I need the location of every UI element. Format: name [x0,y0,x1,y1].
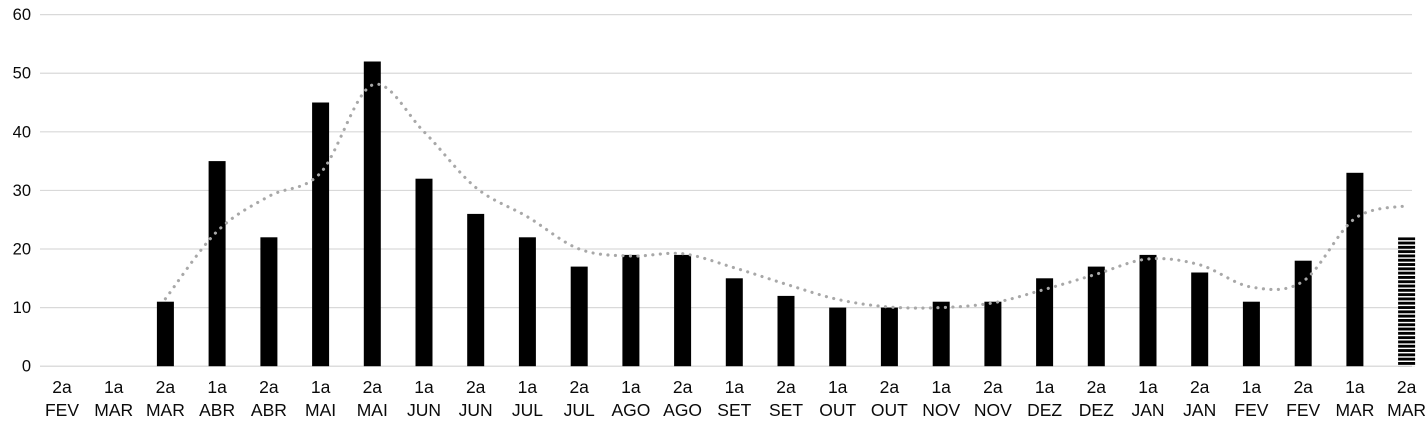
bar-1a-nov-17 [932,301,950,367]
x-axis-label-week-12: 2a [673,377,693,397]
x-axis-label-week-7: 1a [414,377,434,397]
x-axis-label-month-17: NOV [922,400,960,420]
x-axis-label-month-11: AGO [611,400,650,420]
x-axis-label-week-6: 2a [363,377,383,397]
bar-2a-fev-24 [1294,260,1312,367]
x-axis-label-month-22: JAN [1183,400,1216,420]
bar-2a-out-16 [880,307,898,367]
y-axis-tick-label-40: 40 [13,123,31,141]
x-axis-label-week-22: 2a [1190,377,1210,397]
x-axis-label-month-12: AGO [663,400,702,420]
x-axis-label-week-10: 2a [569,377,589,397]
y-axis-tick-label-0: 0 [22,358,31,376]
x-axis-label-month-7: JUN [407,400,441,420]
x-axis-label-week-8: 2a [466,377,486,397]
x-axis-label-week-25: 1a [1345,377,1365,397]
x-axis-label-week-17: 1a [931,377,951,397]
x-axis-label-week-1: 1a [104,377,124,397]
bar-1a-out-15 [829,307,847,367]
bar-2a-mai-6 [363,61,381,367]
bar-1a-jun-7 [415,178,433,367]
bar-2a-ago-12 [674,254,692,367]
x-axis-label-month-10: JUL [564,400,595,420]
bar-1a-jan-21 [1139,254,1157,367]
x-axis-label-week-23: 1a [1242,377,1262,397]
x-axis-label-week-0: 2a [52,377,72,397]
bar-2a-abr-4 [260,237,278,367]
bar-1a-ago-11 [622,254,640,367]
x-axis-label-week-20: 2a [1087,377,1107,397]
x-axis-label-month-3: ABR [199,400,235,420]
x-axis-label-week-18: 2a [983,377,1003,397]
bar-2a-dez-20 [1087,266,1105,367]
x-axis-label-week-26: 2a [1397,377,1417,397]
x-axis-label-month-18: NOV [974,400,1012,420]
bar-2a-set-14 [777,295,795,367]
trend-dotted-line [163,82,1409,310]
x-axis-label-month-2: MAR [146,400,185,420]
x-axis-label-month-1: MAR [94,400,133,420]
y-axis-tick-label-10: 10 [13,299,31,317]
bar-2a-jan-22 [1191,272,1209,367]
x-axis-label-month-14: SET [769,400,803,420]
x-axis-label-month-15: OUT [819,400,856,420]
x-axis-label-week-2: 2a [156,377,176,397]
bar-1a-mar-25 [1346,172,1364,367]
y-axis-tick-label-60: 60 [13,6,31,24]
y-axis-tick-label-20: 20 [13,241,31,259]
bar-2a-mar-2 [156,301,174,367]
x-axis-label-month-25: MAR [1335,400,1374,420]
bar-1a-mai-5 [312,102,330,367]
x-axis-label-week-16: 2a [880,377,900,397]
x-axis-label-week-3: 1a [207,377,227,397]
x-axis-label-month-13: SET [717,400,751,420]
x-axis-label-month-26: MAR [1387,400,1426,420]
x-axis-label-week-5: 1a [311,377,331,397]
x-axis-label-week-9: 1a [518,377,538,397]
x-axis-label-week-19: 1a [1035,377,1055,397]
x-axis-label-month-0: FEV [45,400,79,420]
bar-2a-nov-18 [984,301,1002,367]
x-axis-label-week-21: 1a [1138,377,1158,397]
x-axis-label-month-4: ABR [251,400,287,420]
bar-1a-abr-3 [208,161,226,367]
x-axis-label-month-23: FEV [1234,400,1268,420]
bar-2a-jun-8 [467,213,485,367]
x-axis-label-month-5: MAI [305,400,336,420]
x-axis-label-week-24: 2a [1293,377,1313,397]
x-axis-label-week-15: 1a [828,377,848,397]
bar-1a-fev-23 [1242,301,1260,367]
x-axis-label-month-9: JUL [512,400,543,420]
x-axis-label-week-13: 1a [725,377,745,397]
x-axis-label-week-14: 2a [776,377,796,397]
bar-1a-jul-9 [518,237,536,367]
x-axis-label-month-20: DEZ [1079,400,1114,420]
x-axis-label-month-16: OUT [871,400,908,420]
x-axis-label-month-21: JAN [1131,400,1164,420]
y-axis-tick-label-30: 30 [13,182,31,200]
x-axis-label-week-4: 2a [259,377,279,397]
x-axis-label-month-24: FEV [1286,400,1320,420]
bar-1a-dez-19 [1036,278,1054,367]
x-axis-label-month-19: DEZ [1027,400,1062,420]
x-axis-label-month-8: JUN [459,400,493,420]
x-axis-label-week-11: 1a [621,377,641,397]
y-axis-tick-label-50: 50 [13,65,31,83]
bar-2a-jul-10 [570,266,588,367]
bar-2a-mar-26-striped [1398,237,1416,367]
bar-1a-set-13 [725,278,743,367]
x-axis-label-month-6: MAI [357,400,388,420]
